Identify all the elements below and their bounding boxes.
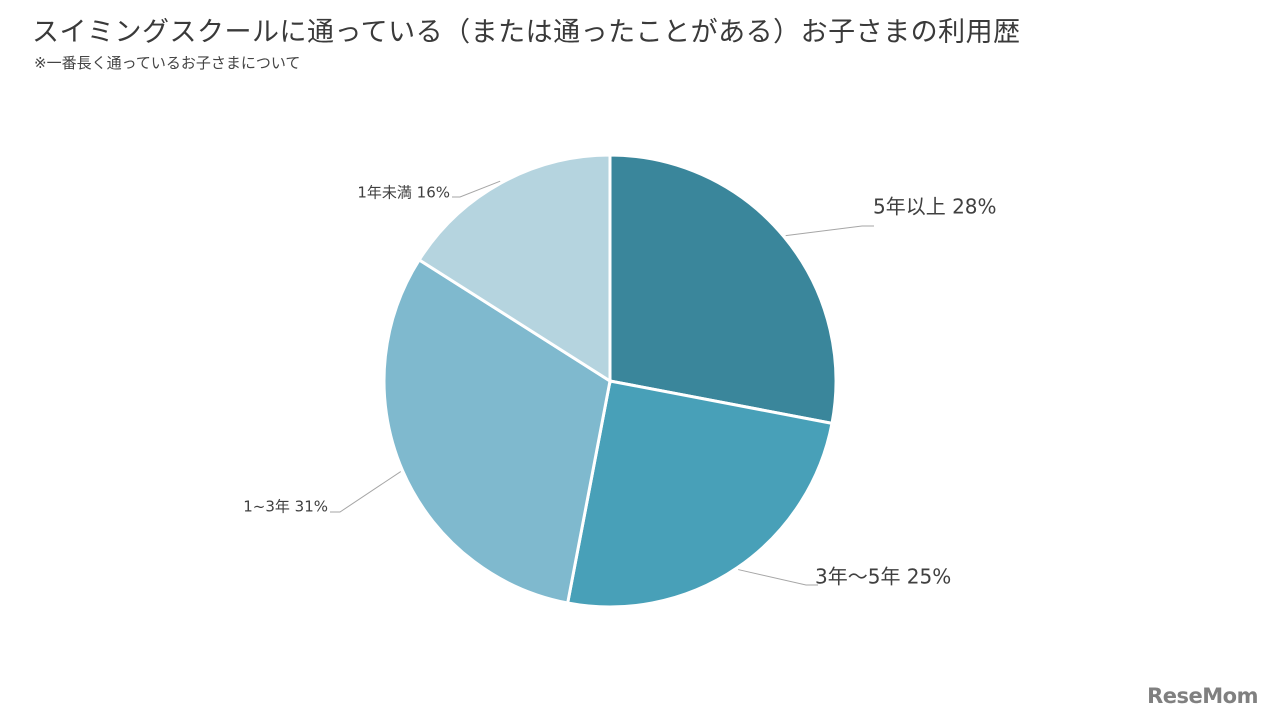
data-label-3: 1~3年 31% [243,498,328,516]
leader-line-3 [330,471,402,513]
data-label-1: 5年以上 28% [873,195,997,219]
pie-slice-4 [417,153,612,384]
leader-line-1 [785,225,874,237]
pie-slice-2 [565,379,834,609]
pie-slice-1 [608,153,838,426]
leader-line-2 [738,569,818,586]
resemom-logo: ReseMom [1147,684,1258,708]
data-label-2: 3年〜5年 25% [815,565,951,589]
data-label-4: 1年未満 16% [357,184,450,202]
leader-line-4 [452,180,501,198]
chart-subtitle: ※一番長く通っているお子さまについて [34,54,301,72]
chart-title: スイミングスクールに通っている（または通ったことがある）お子さまの利用歴 [32,17,1021,48]
